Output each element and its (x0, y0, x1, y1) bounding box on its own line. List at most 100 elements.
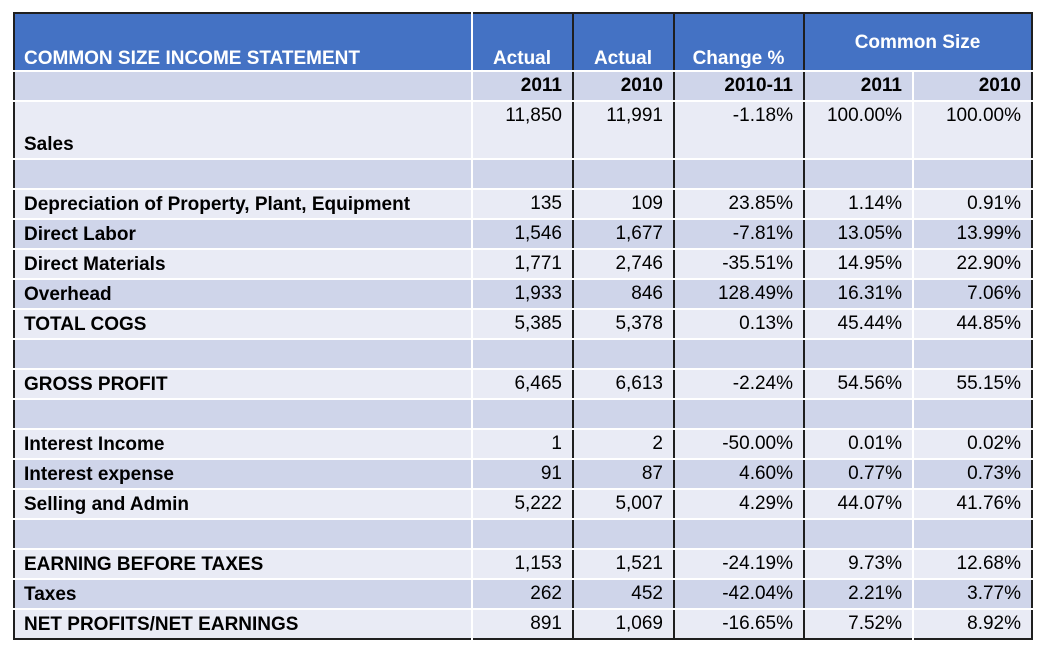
cell-common-2010: 13.99% (913, 219, 1032, 250)
cell-actual-2011: 1,771 (472, 249, 574, 280)
cell-common-2011: 44.07% (804, 489, 914, 520)
cell-change-pct: 4.29% (674, 489, 805, 520)
cell-actual-2011: 135 (472, 189, 574, 220)
row-label (14, 339, 473, 370)
cell-common-2011 (804, 159, 914, 190)
cell-actual-2010: 2 (573, 429, 675, 460)
row-label: Depreciation of Property, Plant, Equipme… (14, 189, 473, 220)
table-row: Direct Labor 1,546 1,677 -7.81% 13.05% 13.99% (14, 219, 1032, 250)
cell-common-2011: 13.05% (804, 219, 914, 250)
cell-common-2011: 16.31% (804, 279, 914, 310)
row-label: Direct Labor (14, 219, 473, 250)
cell-common-2011: 14.95% (804, 249, 914, 280)
cell-change-pct: 4.60% (674, 459, 805, 490)
cell-common-2010: 22.90% (913, 249, 1032, 280)
table-row (14, 159, 1032, 190)
row-label: Taxes (14, 579, 473, 610)
table-row: Taxes 262 452 -42.04% 2.21% 3.77% (14, 579, 1032, 610)
subheader-year-2010: 2010 (573, 71, 675, 102)
cell-change-pct (674, 519, 805, 550)
cell-actual-2010: 452 (573, 579, 675, 610)
cell-actual-2010: 1,677 (573, 219, 675, 250)
cell-common-2011: 2.21% (804, 579, 914, 610)
col-header-change: Change % (674, 13, 805, 72)
cell-common-2011 (804, 399, 914, 430)
table-row: Depreciation of Property, Plant, Equipme… (14, 189, 1032, 220)
row-label: NET PROFITS/NET EARNINGS (14, 609, 473, 639)
cell-change-pct: 23.85% (674, 189, 805, 220)
cell-change-pct: -42.04% (674, 579, 805, 610)
cell-actual-2011: 262 (472, 579, 574, 610)
cell-common-2011: 0.01% (804, 429, 914, 460)
cell-actual-2011: 1 (472, 429, 574, 460)
cell-actual-2011: 891 (472, 609, 574, 639)
row-label: GROSS PROFIT (14, 369, 473, 400)
cell-common-2011: 100.00% (804, 101, 914, 160)
cell-actual-2010: 87 (573, 459, 675, 490)
cell-change-pct: 128.49% (674, 279, 805, 310)
subheader-change-period: 2010-11 (674, 71, 805, 102)
cell-common-2011: 9.73% (804, 549, 914, 580)
subheader-common-2010: 2010 (913, 71, 1032, 102)
cell-common-2010 (913, 339, 1032, 370)
row-label: EARNING BEFORE TAXES (14, 549, 473, 580)
cell-change-pct: -50.00% (674, 429, 805, 460)
row-label: Sales (14, 101, 473, 160)
row-label (14, 159, 473, 190)
cell-common-2010: 0.73% (913, 459, 1032, 490)
col-header-actual-2010: Actual (573, 13, 675, 72)
cell-actual-2010: 6,613 (573, 369, 675, 400)
cell-change-pct (674, 159, 805, 190)
cell-actual-2010 (573, 339, 675, 370)
cell-change-pct: -35.51% (674, 249, 805, 280)
table-row (14, 339, 1032, 370)
income-statement-table: COMMON SIZE INCOME STATEMENT Actual Actu… (13, 12, 1033, 640)
col-header-common-size: Common Size (804, 13, 1032, 72)
cell-common-2011: 7.52% (804, 609, 914, 639)
cell-actual-2010: 5,378 (573, 309, 675, 340)
row-label: Overhead (14, 279, 473, 310)
cell-actual-2011 (472, 399, 574, 430)
cell-common-2010: 41.76% (913, 489, 1032, 520)
cell-actual-2011 (472, 519, 574, 550)
cell-actual-2010: 846 (573, 279, 675, 310)
cell-common-2010: 100.00% (913, 101, 1032, 160)
cell-change-pct (674, 399, 805, 430)
table-row: Overhead 1,933 846 128.49% 16.31% 7.06% (14, 279, 1032, 310)
table-row: EARNING BEFORE TAXES 1,153 1,521 -24.19% 9.7… (14, 549, 1032, 580)
cell-common-2011: 45.44% (804, 309, 914, 340)
cell-common-2011: 1.14% (804, 189, 914, 220)
cell-change-pct: -1.18% (674, 101, 805, 160)
cell-common-2010 (913, 399, 1032, 430)
cell-change-pct: 0.13% (674, 309, 805, 340)
cell-actual-2010 (573, 399, 675, 430)
table-row: Interest expense 91 87 4.60% 0.77% 0.73% (14, 459, 1032, 490)
cell-common-2010 (913, 159, 1032, 190)
cell-common-2010: 3.77% (913, 579, 1032, 610)
cell-actual-2011 (472, 159, 574, 190)
table-row: NET PROFITS/NET EARNINGS 891 1,069 -16.65% 7… (14, 609, 1032, 639)
row-label: Interest expense (14, 459, 473, 490)
cell-actual-2010: 2,746 (573, 249, 675, 280)
cell-common-2011: 0.77% (804, 459, 914, 490)
cell-common-2011: 54.56% (804, 369, 914, 400)
cell-actual-2010 (573, 519, 675, 550)
cell-actual-2010: 1,521 (573, 549, 675, 580)
cell-actual-2011: 1,933 (472, 279, 574, 310)
cell-common-2010: 55.15% (913, 369, 1032, 400)
cell-actual-2011: 5,385 (472, 309, 574, 340)
cell-actual-2011: 11,850 (472, 101, 574, 160)
cell-common-2010: 8.92% (913, 609, 1032, 639)
table-row: Sales 11,850 11,991 -1.18% 100.00% 100.00% (14, 101, 1032, 160)
cell-common-2010: 12.68% (913, 549, 1032, 580)
cell-actual-2011: 5,222 (472, 489, 574, 520)
cell-actual-2010 (573, 159, 675, 190)
subheader-common-2011: 2011 (804, 71, 914, 102)
cell-common-2010: 7.06% (913, 279, 1032, 310)
cell-common-2010: 0.91% (913, 189, 1032, 220)
row-label (14, 399, 473, 430)
row-label: Direct Materials (14, 249, 473, 280)
table-row (14, 399, 1032, 430)
cell-actual-2010: 11,991 (573, 101, 675, 160)
table-row: Selling and Admin 5,222 5,007 4.29% 44.07% 41… (14, 489, 1032, 520)
